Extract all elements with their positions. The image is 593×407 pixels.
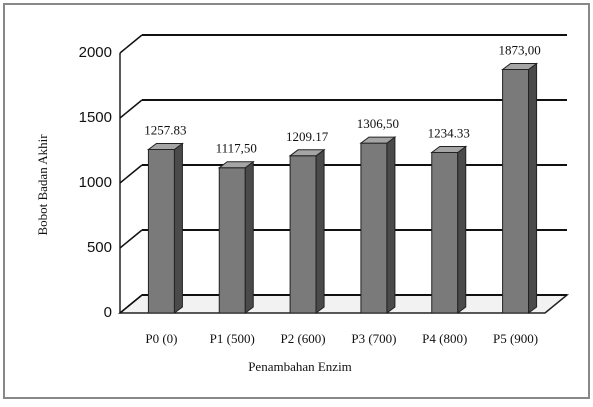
bar — [217, 160, 255, 314]
bar — [501, 62, 539, 314]
y-tick-label: 2000 — [79, 44, 112, 61]
y-tick-label: 500 — [87, 239, 112, 256]
grid-line-side — [119, 294, 143, 314]
x-tick-label: P0 (0) — [145, 331, 177, 346]
bar — [288, 148, 326, 314]
bar-top — [288, 149, 326, 157]
bar-top — [146, 142, 184, 150]
x-tick-label: P1 (500) — [210, 331, 255, 346]
x-tick-label: P3 (700) — [351, 331, 396, 346]
bar-top — [430, 146, 468, 154]
value-label: 1306,50 — [357, 116, 399, 131]
y-tick-label: 1500 — [79, 109, 112, 126]
y-tick-label: 0 — [104, 304, 112, 321]
x-axis-label: Penambahan Enzim — [248, 359, 352, 374]
value-label: 1234.33 — [428, 126, 470, 141]
bar-front — [147, 148, 175, 314]
x-tick-label: P5 (900) — [493, 331, 538, 346]
bar — [146, 142, 184, 314]
bar-side — [173, 142, 183, 314]
bar-side — [528, 62, 538, 314]
value-label: 1209.17 — [286, 129, 329, 144]
value-label: 1117,50 — [216, 141, 257, 156]
grid-line-side — [119, 99, 143, 119]
value-label: 1873,00 — [498, 42, 540, 57]
bar — [430, 145, 468, 314]
y-axis-label: Bobot Badan Akhir — [35, 134, 50, 236]
grid-line-side — [119, 164, 143, 184]
bar-front — [360, 142, 388, 314]
bar-side — [386, 136, 396, 314]
bar-front — [289, 155, 317, 314]
bar-side — [315, 148, 325, 314]
bar-side — [457, 145, 467, 314]
bar-side — [244, 160, 254, 314]
floor — [117, 294, 570, 314]
grid-line-side — [119, 34, 143, 54]
bar-front — [502, 69, 530, 314]
x-tick-label: P4 (800) — [422, 331, 467, 346]
y-tick-label: 1000 — [79, 174, 112, 191]
grid-line-side — [119, 229, 143, 249]
value-label: 1257.83 — [144, 122, 186, 137]
bar-front — [218, 167, 246, 314]
x-tick-label: P2 (600) — [281, 331, 326, 346]
bar — [359, 136, 397, 314]
bar-top — [359, 136, 397, 144]
bar-front — [431, 152, 459, 314]
bar-top — [501, 63, 539, 71]
bar-top — [217, 161, 255, 169]
